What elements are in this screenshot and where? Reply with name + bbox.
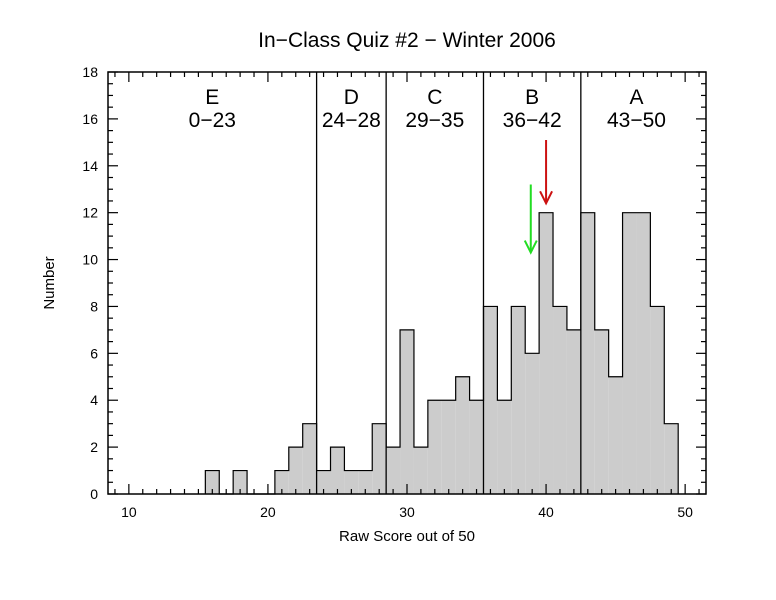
histogram-bar	[386, 447, 401, 494]
histogram-outline	[204, 212, 679, 495]
y-tick-label: 16	[82, 111, 98, 127]
grade-range: 24−28	[322, 109, 381, 132]
y-tick-label: 2	[90, 439, 98, 455]
histogram-bar	[566, 329, 581, 494]
y-tick-labels: 0 2 4 6 8 10 12 14 16 18	[82, 64, 98, 502]
y-tick-label: 4	[90, 392, 98, 408]
histogram-bar	[302, 423, 317, 494]
x-tick-label: 20	[260, 504, 276, 520]
histogram-bar	[525, 353, 540, 494]
mean-arrows	[523, 139, 553, 255]
histogram-bar	[441, 400, 456, 494]
y-tick-label: 12	[82, 205, 98, 221]
x-tick-label: 40	[538, 504, 554, 520]
histogram-bar	[400, 329, 414, 494]
grade-range: 43−50	[607, 109, 666, 132]
x-axis-label: Raw Score out of 50	[339, 528, 475, 545]
histogram-bar	[288, 447, 303, 494]
histogram-bar	[553, 306, 567, 494]
histogram-bar	[497, 400, 512, 494]
y-tick-label: 0	[90, 486, 98, 502]
grade-letter: E	[205, 86, 219, 109]
grade-letter: C	[427, 86, 442, 109]
histogram-bar	[469, 400, 484, 494]
grade-letter: D	[344, 86, 359, 109]
grade-range: 36−42	[503, 109, 562, 132]
y-tick-label: 18	[82, 64, 98, 80]
y-tick-label: 8	[90, 298, 98, 314]
histogram-bar	[650, 306, 665, 494]
histogram-bar	[455, 376, 470, 494]
histogram-bar	[511, 306, 526, 494]
x-tick-label: 30	[399, 504, 415, 520]
grade-boundaries	[315, 72, 582, 494]
histogram-bar	[664, 423, 679, 494]
grade-letter: B	[525, 86, 539, 109]
grade-range: 29−35	[405, 109, 464, 132]
y-tick-label: 14	[82, 158, 98, 174]
y-axis-label: Number	[41, 256, 58, 309]
arrow-head	[523, 240, 538, 255]
histogram-bar	[316, 470, 331, 494]
axis-ticks	[108, 71, 706, 495]
grade-letter: A	[629, 86, 643, 109]
histogram-bar	[205, 470, 220, 494]
chart-title: In−Class Quiz #2 − Winter 2006	[258, 29, 556, 52]
x-tick-labels: 10 20 30 40 50	[121, 504, 693, 520]
histogram-bar	[372, 423, 387, 494]
histogram-bar	[580, 212, 595, 494]
x-tick-label: 10	[121, 504, 137, 520]
histogram-bar	[622, 212, 637, 494]
histogram-bars	[204, 212, 679, 495]
histogram-bar	[274, 470, 289, 494]
y-tick-label: 10	[82, 252, 98, 268]
grade-labels: E0−23 D24−28 C29−35 B36−42 A43−50	[189, 86, 666, 132]
histogram-bar	[358, 470, 373, 494]
y-tick-label: 6	[90, 345, 98, 361]
arrow-head	[539, 190, 553, 206]
histogram-bar	[483, 306, 498, 494]
grade-range: 0−23	[189, 109, 236, 132]
histogram-bar	[413, 447, 428, 494]
histogram-bar	[427, 400, 442, 494]
histogram-bar	[233, 470, 248, 494]
x-tick-label: 50	[677, 504, 693, 520]
histogram-bar	[539, 212, 554, 494]
histogram-bar	[608, 376, 623, 494]
histogram-bar	[330, 447, 345, 494]
histogram-bar	[594, 329, 609, 494]
histogram-bar	[344, 470, 359, 494]
histogram-bar	[636, 212, 651, 494]
